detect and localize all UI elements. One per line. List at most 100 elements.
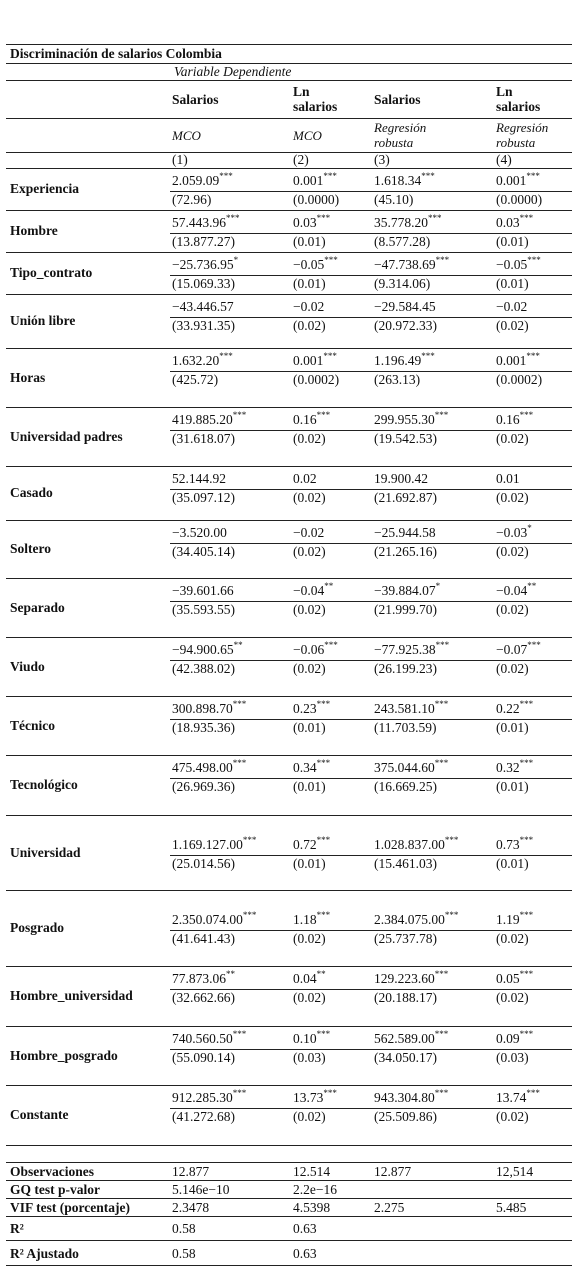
significance-stars: *** [316,758,331,768]
coefficient: 0.34*** [293,758,331,776]
standard-error: (0.02) [496,1109,529,1124]
dependent-variable-caption: Variable Dependiente [174,64,292,79]
coefficient: 19.900.42 [374,471,428,486]
column-number: (3) [374,152,390,167]
rule [6,1198,572,1199]
significance-stars: ** [226,969,235,979]
coefficient: 419.885.20*** [172,410,247,428]
rule [6,152,572,153]
coefficient: 0.23*** [293,699,331,717]
standard-error: (21.692.87) [374,490,437,505]
stat-value: 5.146e−10 [172,1182,230,1197]
row-label: Constante [10,1107,69,1122]
table-title: Discriminación de salarios Colombia [10,46,222,61]
significance-stars: *** [316,835,331,845]
row-label: Separado [10,599,65,615]
row-label: Hombre_universidad [10,988,133,1003]
significance-stars: ** [316,969,326,979]
coefficient: −39.884.07* [374,581,441,599]
rule [6,407,572,408]
stat-value: 5.485 [496,1200,527,1215]
column-number: (1) [172,152,188,167]
significance-stars: *** [316,699,331,709]
significance-stars: *** [519,910,534,920]
rule [6,44,572,45]
significance-stars: * [233,255,239,265]
standard-error: (72.96) [172,192,212,207]
standard-error: (0.01) [293,234,326,249]
rule [6,520,572,521]
rule [6,1085,572,1086]
coefficient: 1.028.837.00*** [374,835,459,853]
significance-stars: *** [526,1088,540,1098]
rule [6,252,572,253]
stat-label: R² Ajustado [10,1245,79,1261]
coefficient: 2.384.075.00*** [374,910,459,928]
coefficient: 13.73*** [293,1088,337,1106]
standard-error: (15.461.03) [374,856,437,871]
standard-error: (0.01) [293,720,326,735]
coefficient: 129.223.60*** [374,969,449,987]
standard-error: (20.972.33) [374,318,437,333]
rule [170,855,572,856]
standard-error: (0.01) [496,779,529,794]
significance-stars: *** [444,910,459,920]
significance-stars: *** [232,758,247,768]
coefficient: 0.001*** [293,351,337,369]
standard-error: (11.703.59) [374,720,437,735]
coefficient: 299.955.30*** [374,410,449,428]
rule [170,930,572,931]
standard-error: (0.0002) [496,372,543,387]
standard-error: (425.72) [172,372,219,387]
standard-error: (25.737.78) [374,931,437,946]
row-label: Horas [10,369,46,385]
rule [6,1240,572,1241]
standard-error: (19.542.53) [374,431,437,446]
standard-error: (41.641.43) [172,931,235,946]
significance-stars: *** [324,255,338,265]
coefficient: 13.74*** [496,1088,540,1106]
standard-error: (0.02) [293,431,326,446]
row-label: Universidad padres [10,428,123,444]
stat-label: Observaciones [10,1164,94,1179]
coefficient: −0.05*** [496,255,541,273]
stat-value: 2.275 [374,1200,405,1215]
coefficient: −0.02 [496,299,528,314]
coefficient: 562.589.00*** [374,1029,449,1047]
rule [6,348,572,349]
standard-error: (32.662.66) [172,990,235,1005]
significance-stars: *** [242,835,257,845]
coefficient: 1.18*** [293,910,331,928]
standard-error: (34.050.17) [374,1050,437,1065]
rule [170,1049,572,1050]
standard-error: (31.618.07) [172,431,235,446]
rule [6,966,572,967]
rule [6,755,572,756]
stat-value: 0.63 [293,1245,317,1261]
coefficient: −39.601.66 [172,583,234,598]
rule [170,430,572,431]
coefficient: 0.73*** [496,835,534,853]
significance-stars: * [527,523,532,533]
coefficient: 912.285.30*** [172,1088,247,1106]
row-label: Tipo_contrato [10,265,93,280]
coefficient: 0.16*** [496,410,534,428]
standard-error: (0.02) [496,490,529,505]
coefficient: 243.581.10*** [374,699,449,717]
stat-value: 4.5398 [293,1200,331,1215]
rule [170,778,572,779]
significance-stars: *** [434,1029,449,1039]
standard-error: (0.02) [293,661,326,676]
standard-error: (0.02) [293,318,326,333]
rule [170,660,572,661]
rule [170,191,572,192]
significance-stars: * [435,581,441,591]
row-label: Técnico [10,717,55,733]
column-header: Ln salarios [496,84,541,114]
significance-stars: *** [527,255,541,265]
significance-stars: *** [428,213,442,223]
row-label: Experiencia [10,181,79,196]
standard-error: (21.999.70) [374,602,437,617]
standard-error: (25.014.56) [172,856,235,871]
